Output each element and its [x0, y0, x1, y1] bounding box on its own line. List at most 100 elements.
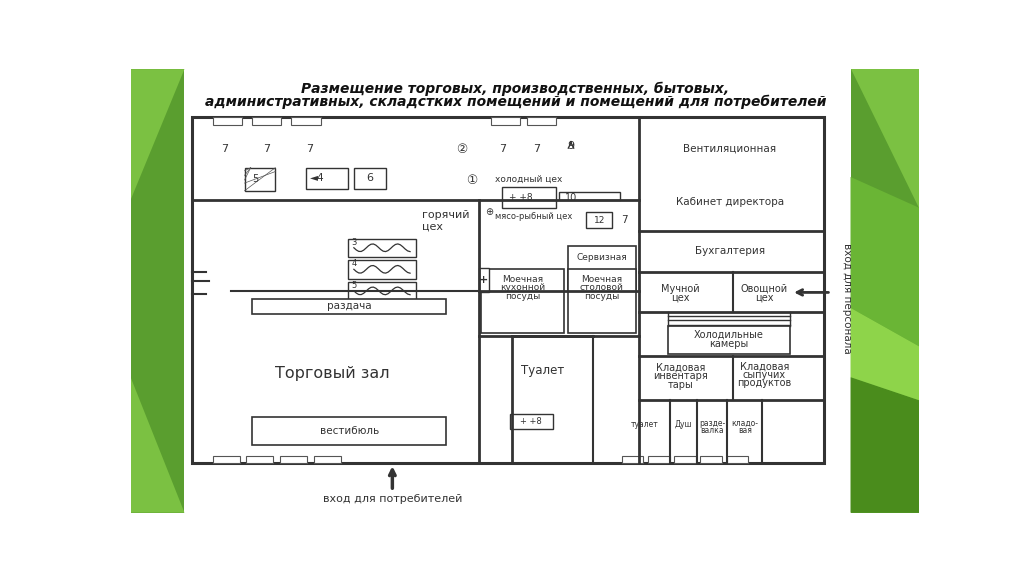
Bar [648, 456, 670, 463]
Text: кухонной: кухонной [500, 283, 545, 292]
Text: раздача: раздача [327, 301, 372, 311]
Bar [246, 456, 273, 463]
Text: Кладовая: Кладовая [739, 361, 788, 372]
Bar [568, 270, 636, 334]
Text: цех: цех [422, 221, 442, 231]
Bar [700, 456, 722, 463]
Bar [348, 260, 416, 279]
Bar [292, 117, 321, 124]
Bar [213, 456, 240, 463]
Bar [527, 117, 556, 124]
Text: валка: валка [700, 426, 724, 435]
Text: цех: цех [671, 292, 689, 302]
Text: холодный цех: холодный цех [495, 175, 562, 184]
Bar [568, 246, 636, 291]
Text: 7: 7 [263, 144, 270, 154]
Text: Овощной: Овощной [740, 283, 787, 294]
Text: горячий: горячий [422, 210, 469, 221]
Text: 4: 4 [351, 259, 356, 268]
Text: Вентиляционная: Вентиляционная [683, 143, 776, 153]
Bar [559, 192, 620, 200]
Text: 7: 7 [532, 144, 540, 154]
Polygon shape [851, 377, 920, 513]
Polygon shape [851, 308, 920, 400]
Polygon shape [851, 177, 920, 346]
Bar [674, 456, 695, 463]
Text: вестибюль: вестибюль [319, 426, 379, 436]
Text: Сервизная: Сервизная [577, 252, 627, 262]
Bar [348, 282, 416, 300]
Bar [510, 414, 553, 430]
Text: 7: 7 [622, 215, 628, 225]
Bar [245, 168, 275, 191]
Text: посуды: посуды [505, 292, 540, 301]
Bar [306, 168, 348, 190]
Text: 3: 3 [351, 238, 357, 247]
Text: Душ: Душ [675, 420, 692, 429]
Bar [193, 117, 823, 463]
Text: инвентаря: инвентаря [653, 372, 708, 381]
Text: 6: 6 [367, 173, 374, 184]
Bar [354, 168, 386, 190]
Text: административных, складстких помещений и помещений для потребителей: административных, складстких помещений и… [205, 95, 826, 109]
Bar [727, 456, 749, 463]
Bar [490, 117, 520, 124]
Text: + +8: + +8 [520, 417, 542, 426]
Text: 9: 9 [567, 141, 574, 151]
Text: тары: тары [668, 380, 693, 390]
Text: вход для персонала: вход для персонала [842, 243, 852, 354]
Bar [252, 117, 282, 124]
Text: Кладовая: Кладовая [655, 363, 706, 373]
Text: Кабинет директора: Кабинет директора [676, 196, 783, 207]
Text: ②: ② [456, 143, 467, 156]
Polygon shape [851, 69, 920, 513]
Text: + +8: + +8 [509, 193, 534, 202]
Bar [280, 456, 307, 463]
Bar [503, 187, 556, 209]
Text: 12: 12 [594, 215, 605, 225]
Text: разде-: разде- [698, 419, 725, 428]
Text: Моечная: Моечная [502, 275, 543, 284]
Polygon shape [131, 377, 184, 513]
Text: вход для потребителей: вход для потребителей [323, 494, 462, 504]
Text: столовой: столовой [580, 283, 624, 292]
Text: цех: цех [755, 292, 773, 302]
Text: 7: 7 [499, 144, 506, 154]
Text: 10: 10 [565, 194, 578, 203]
Text: посуды: посуды [584, 292, 620, 301]
Bar [252, 298, 446, 314]
Text: продуктов: продуктов [737, 378, 792, 388]
Bar [478, 268, 489, 293]
Text: 5: 5 [351, 281, 356, 290]
Text: ⊕: ⊕ [485, 207, 494, 217]
Text: сыпучих: сыпучих [742, 370, 785, 380]
Bar [213, 117, 243, 124]
Bar [587, 213, 611, 228]
Text: туалет: туалет [631, 420, 658, 429]
Text: +: + [479, 275, 488, 285]
Text: Бухгалтерия: Бухгалтерия [694, 246, 765, 256]
Bar [481, 270, 564, 334]
Text: 7: 7 [305, 144, 312, 154]
Text: 5: 5 [252, 174, 258, 184]
Polygon shape [131, 69, 184, 513]
Text: ◄4: ◄4 [310, 173, 325, 184]
Bar [313, 456, 341, 463]
Text: Холодильные: Холодильные [694, 330, 764, 340]
Text: камеры: камеры [710, 339, 749, 349]
Text: вая: вая [738, 426, 752, 435]
Bar [622, 456, 643, 463]
Polygon shape [131, 69, 184, 200]
Bar [668, 326, 790, 354]
Bar [348, 238, 416, 257]
Text: Моечная: Моечная [582, 275, 623, 284]
Text: Мучной: Мучной [662, 283, 699, 294]
Text: ①: ① [466, 175, 477, 187]
Text: мясо-рыбный цех: мясо-рыбный цех [495, 212, 572, 221]
Bar [252, 417, 446, 445]
Text: кладо-: кладо- [731, 419, 759, 428]
Text: Размещение торговых, производственных, бытовых,: Размещение торговых, производственных, б… [301, 81, 730, 96]
Text: Торговый зал: Торговый зал [275, 366, 389, 381]
Text: Туалет: Туалет [521, 365, 564, 377]
Polygon shape [851, 69, 920, 208]
